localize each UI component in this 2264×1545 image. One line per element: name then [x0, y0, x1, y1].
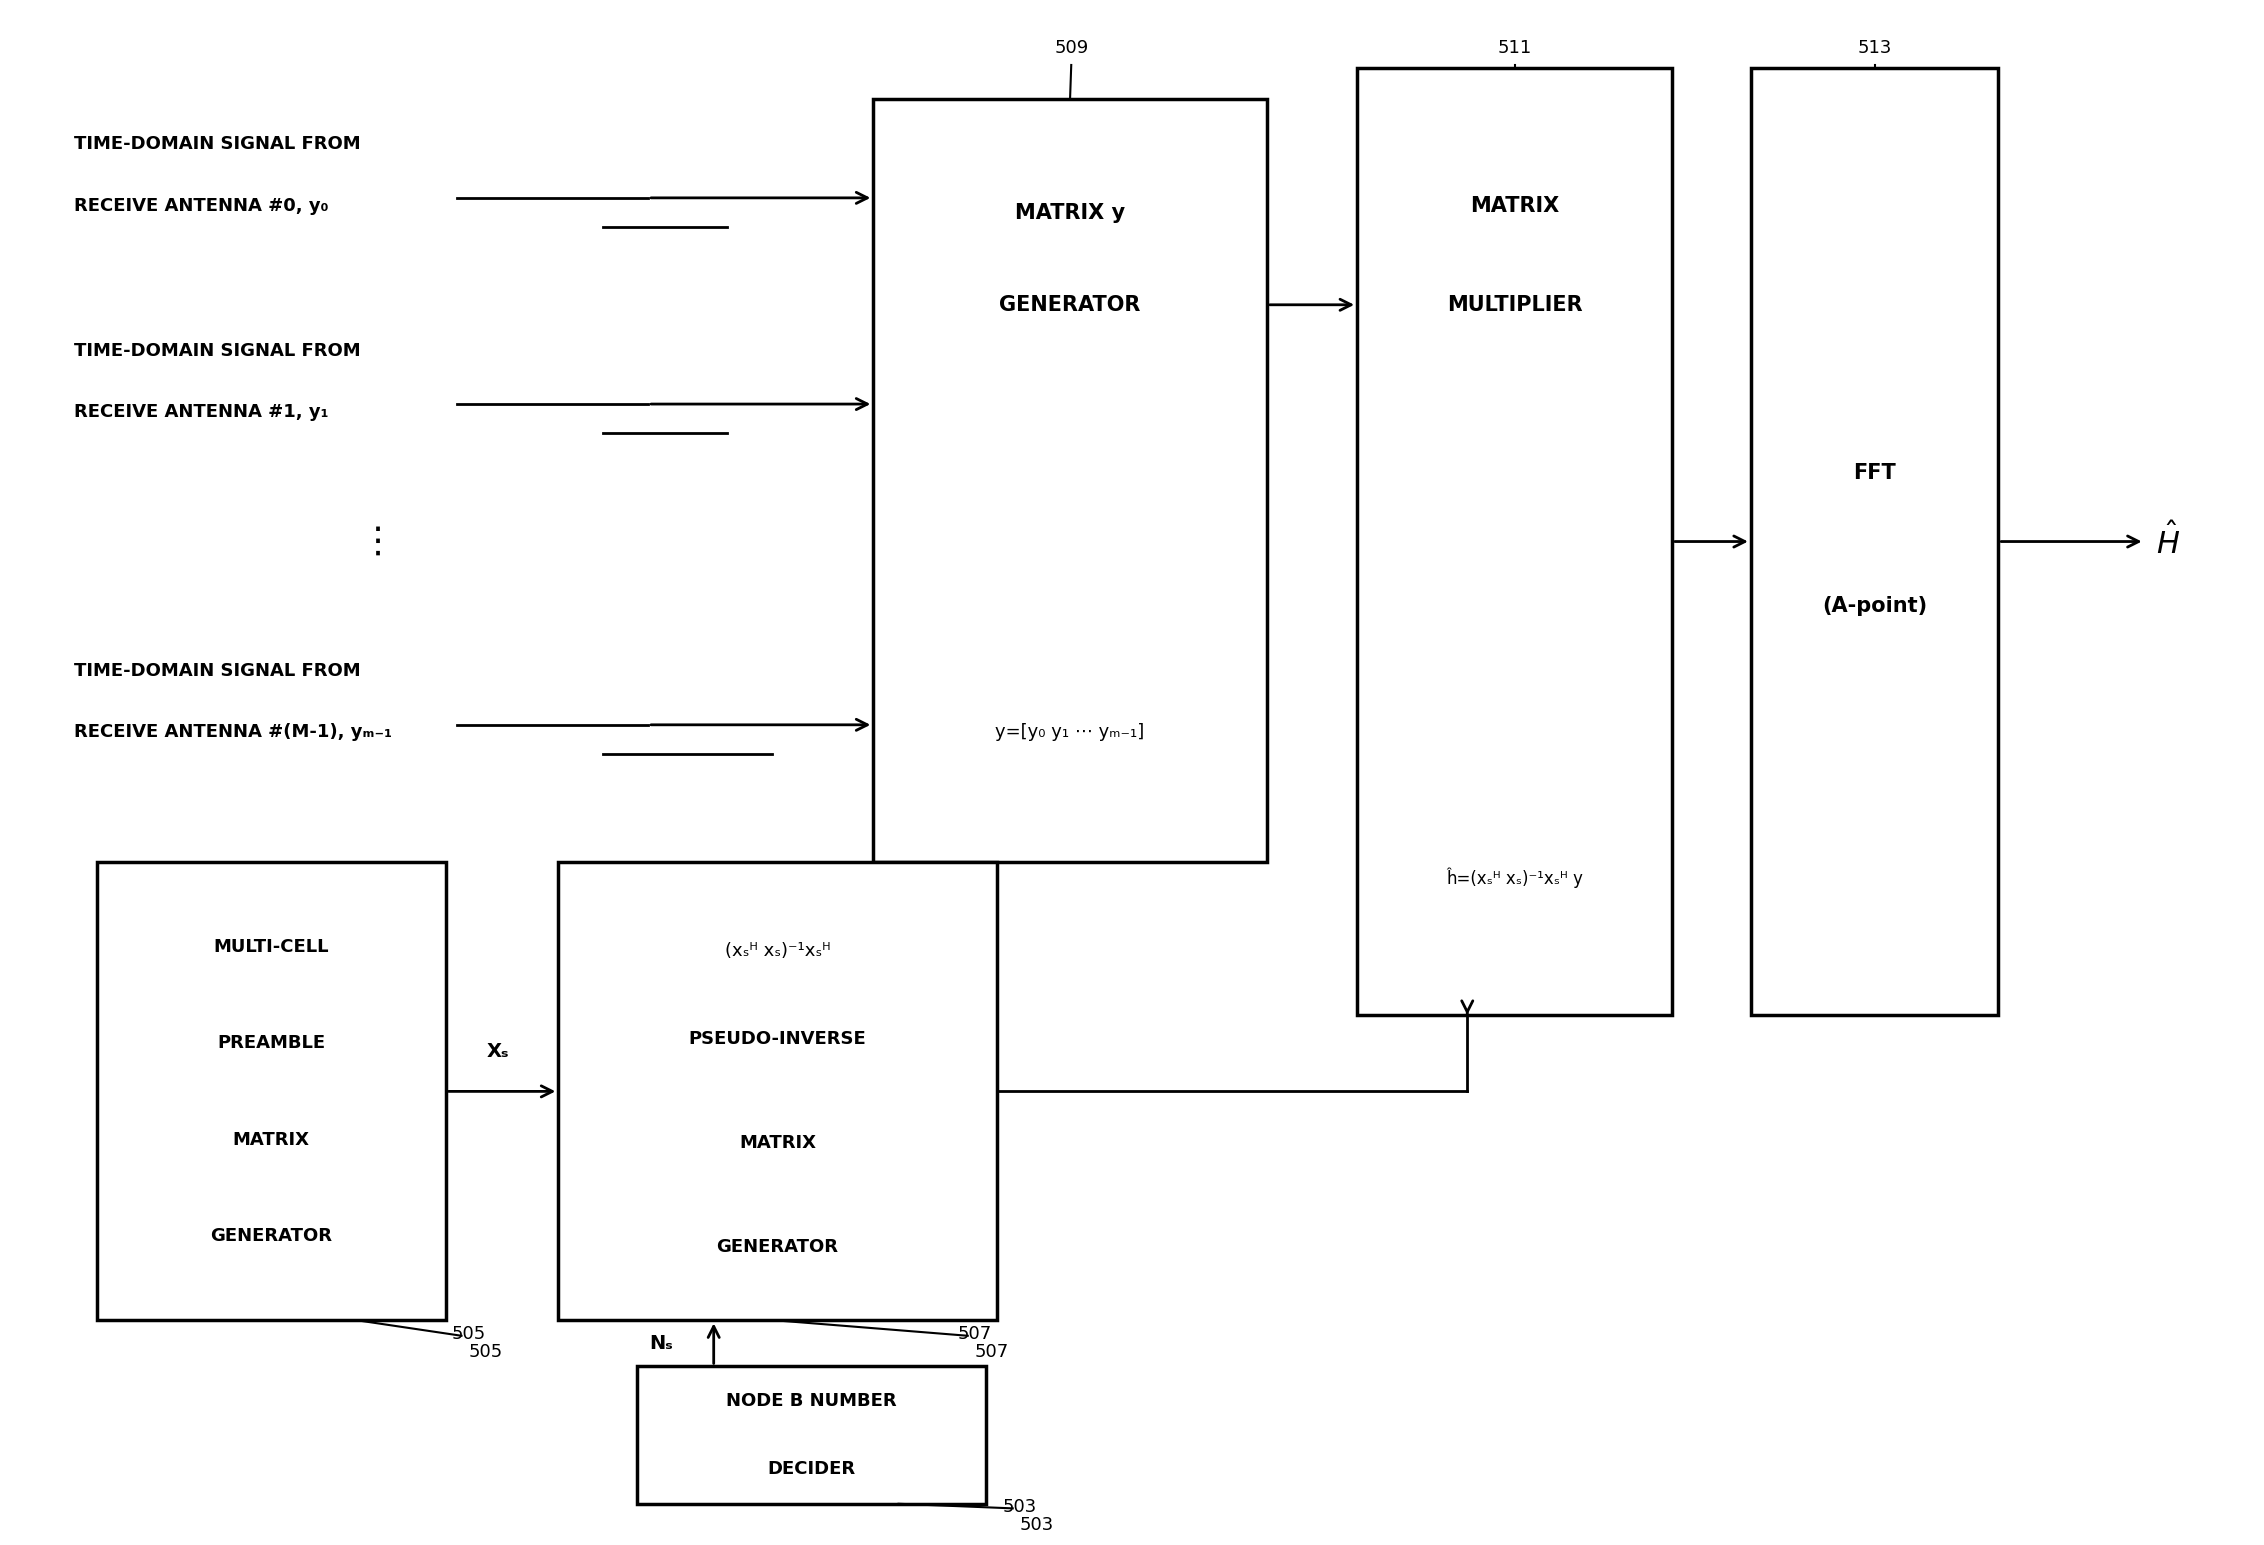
Text: 507: 507 [958, 1326, 992, 1344]
Bar [1750, 68, 1999, 1015]
Text: MULTIPLIER: MULTIPLIER [1447, 295, 1583, 315]
Text: TIME-DOMAIN SIGNAL FROM: TIME-DOMAIN SIGNAL FROM [75, 136, 360, 153]
Text: 509: 509 [1055, 39, 1089, 57]
Text: RECEIVE ANTENNA #0, y₀: RECEIVE ANTENNA #0, y₀ [75, 196, 328, 215]
Bar [559, 862, 996, 1321]
Text: (xₛᴴ xₛ)⁻¹xₛᴴ: (xₛᴴ xₛ)⁻¹xₛᴴ [724, 942, 831, 959]
Text: MULTI-CELL: MULTI-CELL [213, 938, 328, 956]
Text: 513: 513 [1856, 39, 1893, 57]
Bar [97, 862, 446, 1321]
Text: PSEUDO-INVERSE: PSEUDO-INVERSE [688, 1031, 867, 1049]
Text: 505: 505 [469, 1344, 503, 1361]
Text: 505: 505 [451, 1326, 484, 1344]
Text: MATRIX: MATRIX [1469, 196, 1560, 215]
Text: MATRIX: MATRIX [738, 1134, 815, 1153]
Bar [1356, 68, 1673, 1015]
Text: ⋮: ⋮ [360, 525, 396, 559]
Bar [636, 1366, 985, 1503]
Text: Xₛ: Xₛ [487, 1041, 509, 1061]
Text: (A-point): (A-point) [1823, 596, 1927, 615]
Text: NODE B NUMBER: NODE B NUMBER [727, 1392, 897, 1411]
Text: $\hat{H}$: $\hat{H}$ [2155, 522, 2180, 561]
Text: FFT: FFT [1854, 464, 1895, 482]
Text: Nₛ: Nₛ [650, 1333, 672, 1353]
Text: 503: 503 [1003, 1499, 1037, 1516]
Text: TIME-DOMAIN SIGNAL FROM: TIME-DOMAIN SIGNAL FROM [75, 341, 360, 360]
Text: 503: 503 [1019, 1516, 1053, 1534]
Text: MATRIX: MATRIX [233, 1131, 310, 1148]
Text: 507: 507 [974, 1344, 1010, 1361]
Text: ĥ=(xₛᴴ xₛ)⁻¹xₛᴴ y: ĥ=(xₛᴴ xₛ)⁻¹xₛᴴ y [1447, 867, 1583, 888]
Text: 511: 511 [1497, 39, 1533, 57]
Text: GENERATOR: GENERATOR [998, 295, 1141, 315]
Bar [874, 99, 1268, 862]
Text: GENERATOR: GENERATOR [211, 1227, 333, 1245]
Text: GENERATOR: GENERATOR [718, 1238, 838, 1256]
Text: RECEIVE ANTENNA #(M-1), yₘ₋₁: RECEIVE ANTENNA #(M-1), yₘ₋₁ [75, 723, 392, 742]
Text: PREAMBLE: PREAMBLE [217, 1034, 326, 1052]
Text: TIME-DOMAIN SIGNAL FROM: TIME-DOMAIN SIGNAL FROM [75, 663, 360, 680]
Text: RECEIVE ANTENNA #1, y₁: RECEIVE ANTENNA #1, y₁ [75, 403, 328, 420]
Text: DECIDER: DECIDER [767, 1460, 856, 1477]
Text: y=[y₀ y₁ ⋯ yₘ₋₁]: y=[y₀ y₁ ⋯ yₘ₋₁] [996, 723, 1146, 742]
Text: MATRIX y: MATRIX y [1014, 202, 1125, 222]
